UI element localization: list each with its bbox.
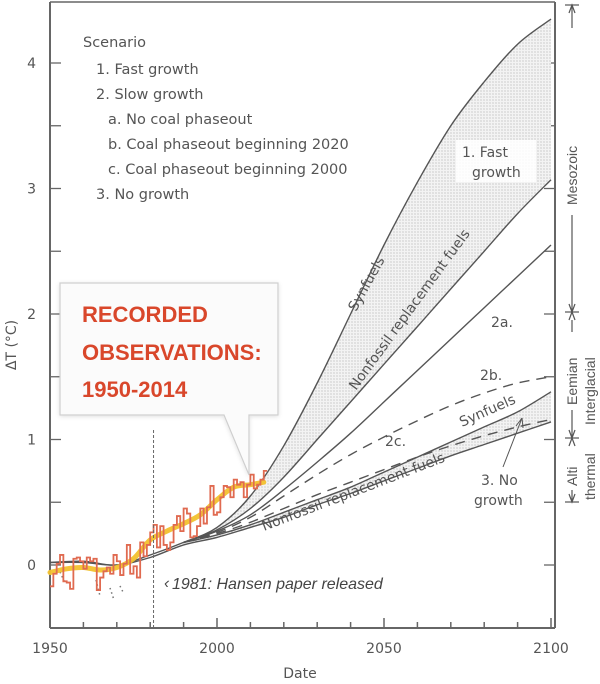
y-tick-label-1: 1 [27, 433, 36, 449]
scenario-series [49, 18, 552, 566]
y-tick-label-3: 3 [27, 182, 36, 198]
era-eemian: Eemian [564, 358, 580, 405]
no-growth-pointer-arrow-icon [502, 417, 523, 468]
x-tick-label-2050: 2050 [366, 641, 402, 657]
legend-entry-2a: a. No coal phaseout [108, 112, 253, 128]
series-2a-no-coal-phaseout [183, 244, 552, 544]
hansen-note: 1981: Hansen paper released [172, 576, 384, 593]
legend-entry-1: 1. Fast growth [96, 62, 199, 78]
legend: Scenario 1. Fast growth 2. Slow growth a… [83, 35, 349, 203]
x-tick-label-1950: 1950 [32, 641, 68, 657]
series-fast-growth-nonfossil-replacement-fuels [183, 179, 552, 544]
x-tick-label-2000: 2000 [199, 641, 235, 657]
era-interglacial: Interglacial [582, 357, 598, 425]
legend-entry-3: 3. No growth [96, 187, 189, 203]
x-tick-label-2100: 2100 [533, 641, 569, 657]
x-axis-label: Date [283, 666, 316, 682]
era-thermal: thermal [582, 453, 598, 500]
legend-title: Scenario [83, 35, 146, 51]
y-tick-label-2: 2 [27, 307, 36, 323]
axes [49, 1, 556, 629]
callout-line-3: 1950-2014 [82, 377, 188, 402]
legend-entry-2b: b. Coal phaseout beginning 2020 [108, 137, 349, 153]
y-tick-label-0: 0 [27, 558, 36, 574]
y-ticks: 0 1 2 3 4 [27, 56, 555, 629]
label-2c: 2c. [385, 434, 406, 450]
fast-growth-label-bg [456, 140, 536, 182]
callout-line-2: OBSERVATIONS: [82, 340, 262, 365]
label-no-growth-1: 3. No [481, 473, 518, 489]
series-2b-coal-phaseout-beginning-2020 [183, 376, 552, 544]
label-2a: 2a. [491, 315, 513, 331]
callout-line-1: RECORDED [82, 302, 208, 327]
label-fast-growth-2: growth [472, 165, 521, 181]
hansen-note-arrow-icon: ‹ [164, 575, 170, 592]
era-alti: Alti [564, 467, 580, 486]
series-fast-growth-synfuels [49, 18, 552, 566]
recorded-observations-callout [59, 282, 279, 476]
series-no-growth-nonfossil-replacement-fuels [49, 421, 552, 566]
series-no-growth-synfuels [183, 391, 552, 544]
y-axis-label: ΔT (°C) [4, 320, 20, 370]
label-no-growth-2: growth [474, 493, 523, 509]
label-2b: 2b. [480, 368, 502, 384]
observations-annual-line [50, 469, 268, 591]
series-2c-coal-phaseout-beginning-2000 [183, 418, 552, 544]
observations-smoothed-line [47, 479, 267, 575]
label-fast-growth-1: 1. Fast [462, 145, 508, 161]
right-geologic-scale [565, 3, 579, 504]
legend-entry-2c: c. Coal phaseout beginning 2000 [108, 162, 348, 178]
era-mesozoic: Mesozoic [564, 146, 580, 205]
no-growth-pointer-head [515, 417, 524, 429]
x-ticks: 1950 2000 2050 2100 [32, 618, 569, 657]
y-tick-label-4: 4 [27, 56, 36, 72]
legend-entry-2: 2. Slow growth [96, 87, 203, 103]
